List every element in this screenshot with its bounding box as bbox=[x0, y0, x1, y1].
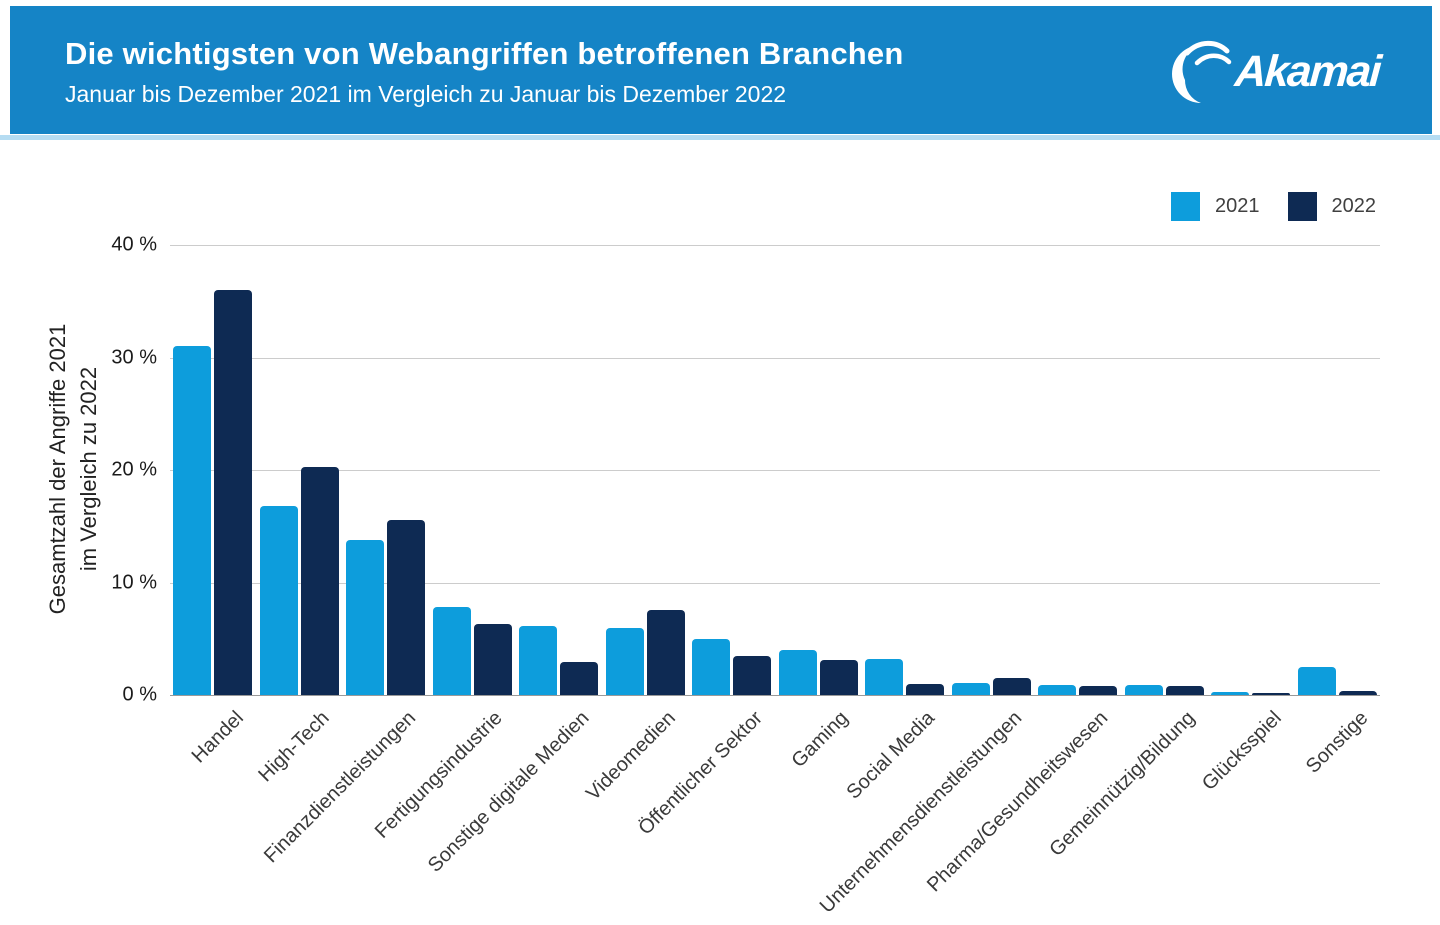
chart-legend: 2021 2022 bbox=[1171, 192, 1376, 221]
bar-ffentlicher-sektor-2022 bbox=[733, 655, 771, 695]
bar-videomedien-2022 bbox=[646, 609, 685, 695]
legend-label-2021: 2021 bbox=[1215, 195, 1260, 217]
bar-high-tech-2022 bbox=[300, 466, 339, 695]
bar-ffentlicher-sektor-2021 bbox=[692, 638, 730, 695]
bar-group-fertigungsindustrie bbox=[432, 607, 520, 695]
x-label-gaming: Gaming bbox=[787, 707, 854, 773]
y-tick-40-pct: 40 % bbox=[111, 233, 157, 256]
bar-high-tech-2021 bbox=[259, 506, 298, 695]
bar-sonstige-digitale-medien-2022 bbox=[560, 662, 598, 695]
y-tick-0-pct: 0 % bbox=[122, 683, 157, 706]
gridline-40-pct bbox=[170, 245, 1380, 246]
akamai-crescent-icon bbox=[1172, 40, 1232, 103]
x-label-pharma-gesundheitswesen: Pharma/Gesundheitswesen bbox=[923, 707, 1113, 897]
x-label-gl-cksspiel: Glücksspiel bbox=[1197, 707, 1286, 795]
bar-unternehmensdienstleistungen-2022 bbox=[992, 678, 1031, 695]
bar-sonstige-2022 bbox=[1338, 690, 1377, 695]
x-label-finanzdienstleistungen: Finanzdienstleistungen bbox=[260, 707, 421, 868]
bar-group-handel bbox=[173, 290, 260, 695]
legend-swatch-2022 bbox=[1287, 192, 1317, 221]
bar-group-finanzdienstleistungen bbox=[346, 519, 433, 695]
bar-finanzdienstleistungen-2021 bbox=[346, 539, 384, 695]
y-axis-title-line2: im Vergleich zu 2022 bbox=[76, 366, 101, 572]
bar-gaming-2022 bbox=[819, 660, 858, 695]
x-label-sonstige-digitale-medien: Sonstige digitale Medien bbox=[423, 707, 594, 877]
bar-group-sonstige-digitale-medien bbox=[519, 626, 606, 695]
bar-social-media-2021 bbox=[865, 659, 903, 695]
akamai-logo: Akamai bbox=[1171, 36, 1382, 108]
bar-gaming-2021 bbox=[778, 650, 817, 695]
gridline-10-pct bbox=[170, 582, 1380, 584]
x-label-handel: Handel bbox=[187, 707, 248, 768]
legend-swatch-2021 bbox=[1171, 192, 1200, 221]
bar-pharma-gesundheitswesen-2022 bbox=[1079, 686, 1117, 695]
y-axis-title-line1: Gesamtzahl der Angriffe 2021 bbox=[45, 323, 71, 615]
gridline-0-pct bbox=[170, 695, 1380, 696]
bar-gl-cksspiel-2021 bbox=[1211, 691, 1249, 695]
bar-fertigungsindustrie-2021 bbox=[432, 607, 471, 695]
y-axis-title: Gesamtzahl der Angriffe 2021 im Vergleic… bbox=[43, 324, 105, 615]
bar-group-gl-cksspiel bbox=[1211, 691, 1298, 695]
bar-group-gemeinn-tzig-bildung bbox=[1124, 684, 1212, 695]
chart-subtitle: Januar bis Dezember 2021 im Vergleich zu… bbox=[65, 81, 787, 107]
bar-groups bbox=[173, 245, 1384, 695]
bar-group-high-tech bbox=[259, 466, 347, 695]
gridline-30-pct bbox=[170, 357, 1380, 359]
x-label-sonstige: Sonstige bbox=[1301, 707, 1373, 778]
header-banner: Die wichtigsten von Webangriffen betroff… bbox=[10, 6, 1432, 134]
gridline-20-pct bbox=[170, 470, 1380, 471]
bar-group-sonstige bbox=[1297, 666, 1385, 695]
bar-gemeinn-tzig-bildung-2021 bbox=[1124, 684, 1163, 695]
bar-sonstige-2021 bbox=[1297, 666, 1336, 695]
bar-videomedien-2021 bbox=[605, 627, 644, 695]
header-divider bbox=[0, 135, 1440, 140]
x-label-high-tech: High-Tech bbox=[254, 707, 335, 787]
bar-finanzdienstleistungen-2022 bbox=[387, 519, 425, 695]
chart-title: Die wichtigsten von Webangriffen betroff… bbox=[65, 36, 904, 71]
bar-gl-cksspiel-2022 bbox=[1252, 692, 1290, 695]
y-tick-20-pct: 20 % bbox=[111, 458, 157, 481]
bar-sonstige-digitale-medien-2021 bbox=[519, 626, 557, 695]
akamai-logo-text: Akamai bbox=[1233, 47, 1382, 96]
legend-item-2022: 2022 bbox=[1287, 192, 1377, 221]
bar-group-social-media bbox=[865, 659, 952, 695]
bar-social-media-2022 bbox=[906, 683, 944, 695]
bar-fertigungsindustrie-2022 bbox=[473, 624, 512, 695]
bar-group-gaming bbox=[778, 650, 866, 695]
bar-group-ffentlicher-sektor bbox=[692, 638, 779, 695]
bar-group-pharma-gesundheitswesen bbox=[1038, 684, 1125, 695]
bar-group-videomedien bbox=[605, 609, 693, 695]
bar-pharma-gesundheitswesen-2021 bbox=[1038, 684, 1076, 695]
bar-unternehmensdienstleistungen-2021 bbox=[951, 682, 990, 695]
plot-area: 0 % 10 % 20 % 30 % 40 % Handel High-Tech Finanz… bbox=[111, 234, 1380, 918]
y-tick-10-pct: 10 % bbox=[111, 571, 157, 593]
bar-handel-2022 bbox=[214, 290, 252, 695]
legend-label-2022: 2022 bbox=[1331, 195, 1377, 217]
bar-group-unternehmensdienstleistungen bbox=[951, 678, 1039, 695]
legend-item-2021: 2021 bbox=[1171, 192, 1260, 221]
y-tick-30-pct: 30 % bbox=[111, 346, 157, 368]
x-label-gemeinn-tzig-bildung: Gemeinnützig/Bildung bbox=[1045, 707, 1200, 861]
bar-handel-2021 bbox=[173, 346, 211, 695]
x-label-social-media: Social Media bbox=[843, 707, 940, 804]
header-titles: Die wichtigsten von Webangriffen betroff… bbox=[65, 36, 904, 108]
bar-gemeinn-tzig-bildung-2022 bbox=[1165, 686, 1204, 695]
